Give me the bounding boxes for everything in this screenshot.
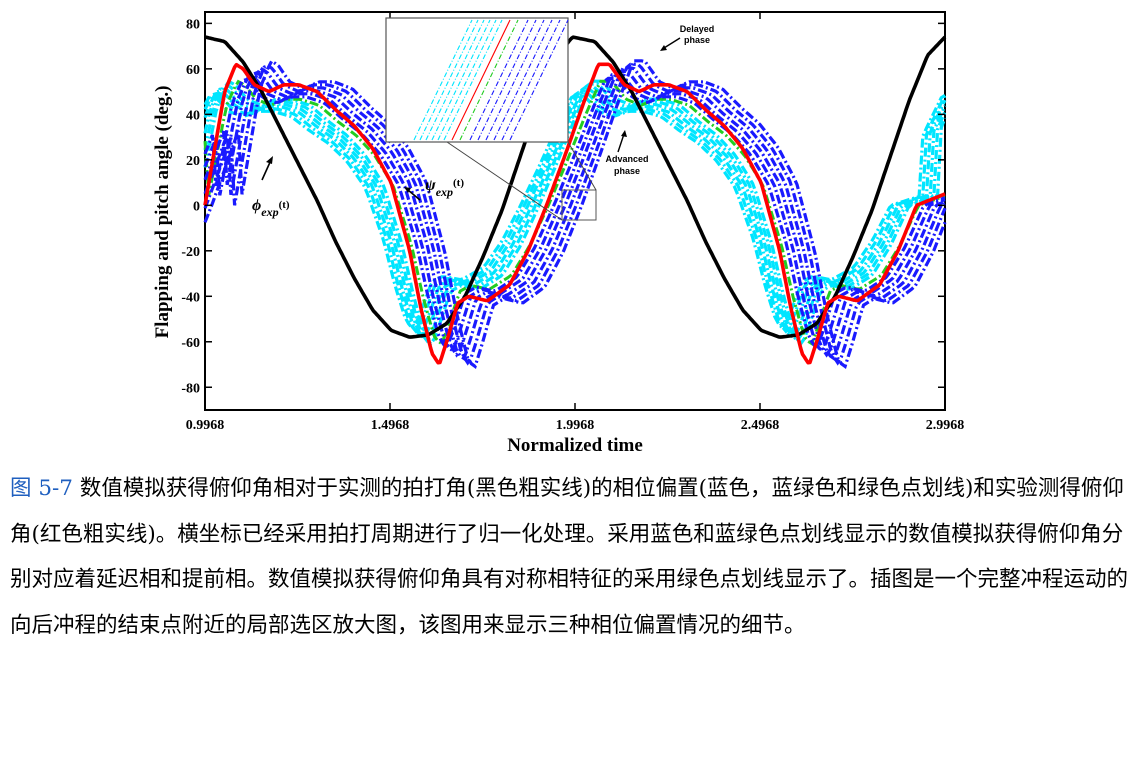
inset-line <box>509 19 569 141</box>
figure-caption: 图 5-7 数值模拟获得俯仰角相对于实测的拍打角(黑色粗实线)的相位偏置(蓝色，… <box>10 466 1128 648</box>
delayed-label-1: Delayed <box>680 24 715 34</box>
delayed-arrow-head <box>660 45 667 51</box>
delayed-label-2: phase <box>684 35 710 45</box>
ticks-layer: 0.9968 1.4968 1.9968 2.4968 2.9968 80 60 40 20 0 -… <box>181 12 964 433</box>
y-tick-label: -20 <box>181 245 200 260</box>
x-tick-label: 1.9968 <box>556 418 595 433</box>
psi-arrow-head <box>404 187 411 193</box>
y-tick-label: 0 <box>193 199 200 214</box>
inset-line <box>451 19 511 141</box>
phi-arrow <box>261 159 272 181</box>
zoom-connector-left <box>446 141 563 221</box>
advanced-arrow-head <box>621 130 627 137</box>
y-tick-label: -40 <box>181 290 200 305</box>
series-layer <box>203 35 947 370</box>
inset-line <box>413 19 473 141</box>
phi-annotation: ϕexp(t) <box>252 156 290 219</box>
delayed-phase-line <box>203 65 946 362</box>
delayed-phase-line <box>203 58 947 370</box>
advanced-arrow <box>617 133 625 153</box>
figure-number: 图 5-7 <box>10 476 73 501</box>
inset-line <box>477 19 537 141</box>
phi-argument: (t) <box>279 199 290 211</box>
advanced-annotation: Advanced phase <box>605 130 649 176</box>
psi-annotation: ψexp(t) <box>404 177 464 201</box>
inset-line <box>493 19 553 141</box>
delayed-phase-line <box>203 62 947 366</box>
psi-subscript: exp <box>436 185 453 199</box>
y-tick-label: -60 <box>181 336 200 351</box>
inset-line <box>425 19 485 141</box>
delayed-annotation: Delayed phase <box>660 24 714 51</box>
y-tick-label: 40 <box>186 108 200 123</box>
phi-symbol: ϕ <box>252 197 261 214</box>
inset-line <box>437 19 497 141</box>
inset-line <box>469 19 529 141</box>
delayed-phase-line <box>203 69 946 358</box>
delayed-phase-line <box>203 73 946 354</box>
y-tick-label: 60 <box>186 63 200 78</box>
inset-line <box>501 19 561 141</box>
inset-frame <box>385 17 569 143</box>
psi-arrow <box>407 189 421 201</box>
y-tick-label: 80 <box>186 17 200 32</box>
phi-series-line <box>204 35 947 339</box>
x-tick-label: 2.4968 <box>741 418 780 433</box>
psi-series-line <box>203 62 946 365</box>
zoom-connector-right <box>567 141 597 191</box>
y-axis-label: Flapping and pitch angle (deg.) <box>152 86 173 339</box>
phi-subscript: exp <box>261 205 278 219</box>
inset-line <box>459 19 519 141</box>
zoom-source-box <box>561 189 597 221</box>
psi-argument: (t) <box>453 177 464 189</box>
phase-chart: 0.9968 1.4968 1.9968 2.4968 2.9968 80 60 40 20 0 -… <box>152 11 964 456</box>
y-tick-label: 20 <box>186 154 200 169</box>
inset-line <box>419 19 479 141</box>
caption-text: 数值模拟获得俯仰角相对于实测的拍打角(黑色粗实线)的相位偏置(蓝色，蓝绿色和绿色… <box>10 476 1129 638</box>
x-axis-label: Normalized time <box>507 435 643 456</box>
zoom-inset <box>385 17 597 221</box>
inset-line <box>485 19 545 141</box>
delayed-arrow <box>663 37 681 49</box>
inset-line <box>431 19 491 141</box>
phi-arrow-head <box>266 156 273 164</box>
svg-text:ψexp(t): ψexp(t) <box>425 177 464 199</box>
x-tick-label: 2.9968 <box>926 418 965 433</box>
psi-symbol: ψ <box>425 177 436 194</box>
advanced-label-2: phase <box>614 166 640 176</box>
inset-lines <box>413 19 569 141</box>
inset-line <box>443 19 503 141</box>
x-tick-label: 1.4968 <box>371 418 410 433</box>
plot-area: 0.9968 1.4968 1.9968 2.4968 2.9968 80 60 40 20 0 -… <box>181 11 964 433</box>
svg-text:ϕexp(t): ϕexp(t) <box>252 197 290 219</box>
x-tick-label: 0.9968 <box>186 418 225 433</box>
symmetric-phase-line <box>203 79 946 346</box>
advanced-phase-line <box>203 85 947 341</box>
advanced-label-1: Advanced <box>605 154 648 164</box>
y-tick-label: -80 <box>181 381 200 396</box>
